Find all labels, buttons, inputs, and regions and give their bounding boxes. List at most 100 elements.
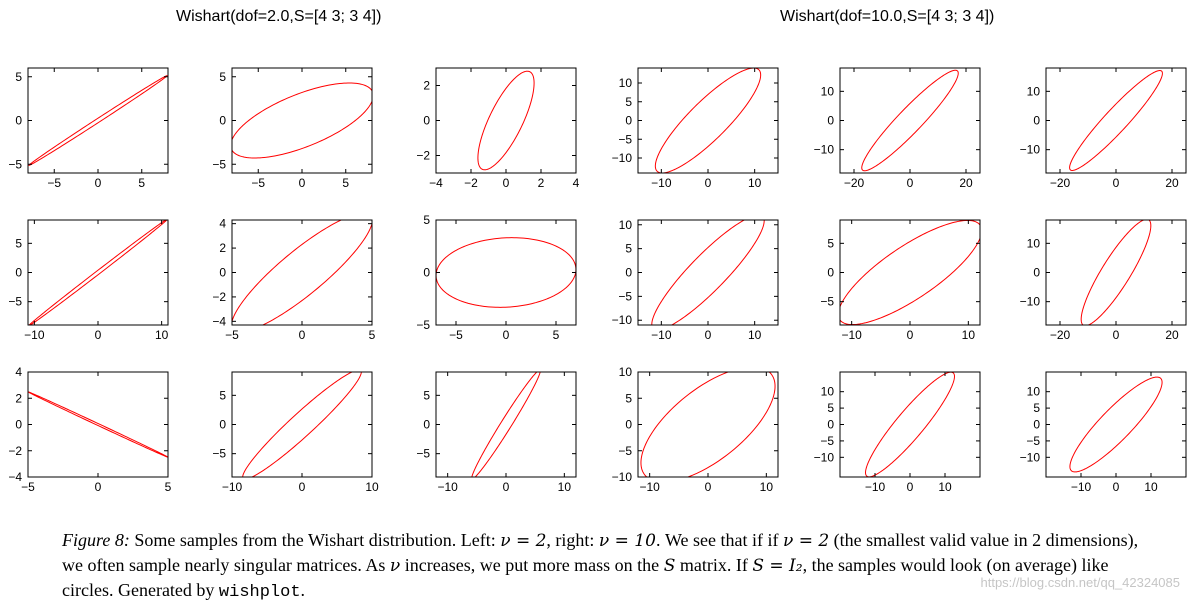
y-tick-label: 0 xyxy=(625,114,632,128)
y-tick-label: 5 xyxy=(15,70,22,84)
ellipse-sample xyxy=(28,220,168,325)
caption-math: S = I₂ xyxy=(752,556,803,576)
y-tick-label: −10 xyxy=(1020,143,1041,157)
x-tick-label: 5 xyxy=(342,176,349,190)
x-tick-label: 0 xyxy=(705,176,712,190)
subplot-r3c2: −10 0 10 −5 0 5 xyxy=(212,371,379,494)
ellipse-sample xyxy=(28,75,168,166)
x-tick-label: −5 xyxy=(47,176,61,190)
y-tick-label: 0 xyxy=(423,114,430,128)
y-tick-label: 2 xyxy=(15,391,22,405)
axes-box xyxy=(27,371,169,478)
y-tick-label: −5 xyxy=(1026,434,1040,448)
y-tick-label: 10 xyxy=(619,365,633,379)
subplot-r3c4: −10 0 10 −10 −5 0 5 10 xyxy=(612,365,779,494)
ellipse-sample xyxy=(232,220,372,325)
y-tick-label: 10 xyxy=(619,218,633,232)
y-tick-label: 5 xyxy=(423,213,430,227)
x-tick-label: 0 xyxy=(299,328,306,342)
y-tick-label: 4 xyxy=(15,365,22,379)
y-tick-label: 0 xyxy=(827,266,834,280)
axes-box xyxy=(1045,67,1187,174)
y-tick-label: −5 xyxy=(618,132,632,146)
x-tick-label: 0 xyxy=(1113,176,1120,190)
y-tick-label: −5 xyxy=(820,434,834,448)
ellipse-sample xyxy=(1069,70,1163,171)
y-tick-label: −5 xyxy=(8,157,22,171)
ellipse-sample xyxy=(436,237,576,308)
y-tick-label: 5 xyxy=(625,391,632,405)
caption-text: . We see that if if xyxy=(655,530,783,550)
ellipse-sample xyxy=(640,372,776,477)
ellipse-sample xyxy=(861,69,959,172)
y-tick-label: −10 xyxy=(1020,450,1041,464)
y-tick-label: 5 xyxy=(1033,401,1040,415)
caption-text: , right: xyxy=(546,530,599,550)
caption-math: ν xyxy=(389,556,401,576)
x-tick-label: 10 xyxy=(1144,480,1158,494)
subplot-r2c2: −5 0 5 −4 −2 0 2 4 xyxy=(212,217,375,342)
y-tick-label: −5 xyxy=(416,318,430,332)
y-tick-label: −5 xyxy=(416,447,430,461)
caption-math: ν = 2 xyxy=(782,531,830,551)
y-tick-label: 10 xyxy=(1027,385,1041,399)
y-tick-label: 0 xyxy=(15,114,22,128)
y-tick-label: −5 xyxy=(820,295,834,309)
axes-box xyxy=(839,67,981,174)
x-tick-label: 20 xyxy=(1165,176,1179,190)
x-tick-label: 5 xyxy=(553,328,560,342)
y-tick-label: −4 xyxy=(8,470,22,484)
x-tick-label: 10 xyxy=(558,480,572,494)
caption-text: Some samples from the Wishart distributi… xyxy=(129,530,501,550)
y-tick-label: 10 xyxy=(821,84,835,98)
x-tick-label: 0 xyxy=(95,176,102,190)
ellipse-sample xyxy=(865,372,955,477)
x-tick-label: 5 xyxy=(138,176,145,190)
x-tick-label: 0 xyxy=(95,480,102,494)
x-tick-label: 0 xyxy=(503,480,510,494)
x-tick-label: −10 xyxy=(841,328,862,342)
caption-label: Figure 8: xyxy=(62,530,130,550)
axes-box xyxy=(435,219,577,326)
x-tick-label: 20 xyxy=(1165,328,1179,342)
y-tick-label: 10 xyxy=(1027,84,1041,98)
y-tick-label: 0 xyxy=(423,418,430,432)
x-tick-label: 5 xyxy=(165,480,172,494)
x-tick-label: 0 xyxy=(907,480,914,494)
y-tick-label: −2 xyxy=(416,149,430,163)
x-tick-label: −10 xyxy=(639,480,660,494)
axes-box xyxy=(839,219,981,326)
y-tick-label: 0 xyxy=(827,418,834,432)
x-tick-label: 0 xyxy=(299,176,306,190)
x-tick-label: 0 xyxy=(503,176,510,190)
ellipse-sample xyxy=(654,68,762,173)
y-tick-label: −10 xyxy=(612,313,633,327)
axes-box xyxy=(435,67,577,174)
x-tick-label: −10 xyxy=(651,176,672,190)
subplot-r3c5: −10 0 10 −10 −5 0 5 10 xyxy=(814,371,981,494)
axes-box xyxy=(231,219,373,326)
y-tick-label: −10 xyxy=(1020,295,1041,309)
ellipse-sample xyxy=(28,391,168,458)
y-tick-label: −10 xyxy=(814,143,835,157)
y-tick-label: 5 xyxy=(219,388,226,402)
y-tick-label: −5 xyxy=(8,295,22,309)
subplot-r1c4: −10 0 10 −10 −5 0 5 10 xyxy=(612,67,779,190)
axes-box xyxy=(637,219,779,326)
y-tick-label: −10 xyxy=(612,151,633,165)
subplot-r2c4: −10 0 10 −10 −5 0 5 10 xyxy=(612,218,779,342)
axes-box xyxy=(637,371,779,478)
y-tick-label: −10 xyxy=(612,470,633,484)
ellipse-sample xyxy=(232,82,372,159)
x-tick-label: 0 xyxy=(705,480,712,494)
caption-text: , the samples would look (on average) li… xyxy=(62,555,1109,600)
x-tick-label: −10 xyxy=(651,328,672,342)
axes-box xyxy=(231,67,373,174)
axes-box xyxy=(839,371,981,478)
axes-box xyxy=(1045,219,1187,326)
chart-title-right: Wishart(dof=10.0,S=[4 3; 3 4]) xyxy=(780,8,995,25)
subplot-r3c3: −10 0 10 −5 0 5 xyxy=(416,371,577,494)
caption-math: ν = 10 xyxy=(598,531,656,551)
y-tick-label: 5 xyxy=(827,236,834,250)
x-tick-label: −4 xyxy=(429,176,443,190)
